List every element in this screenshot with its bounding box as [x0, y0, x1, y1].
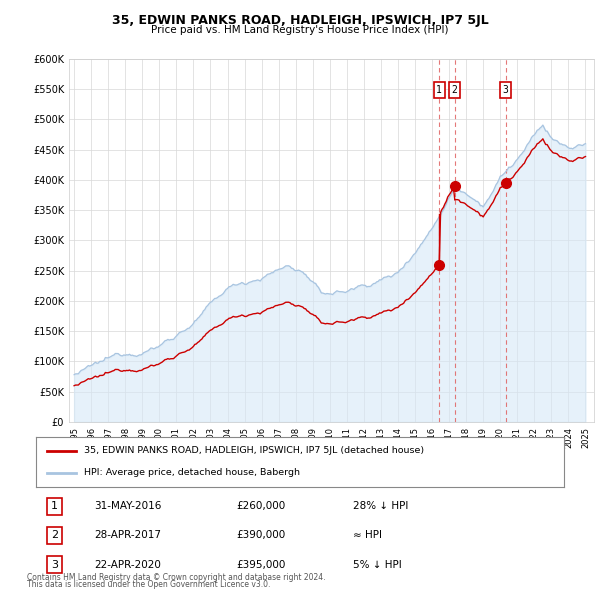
Text: This data is licensed under the Open Government Licence v3.0.: This data is licensed under the Open Gov… — [27, 580, 271, 589]
Text: £390,000: £390,000 — [236, 530, 286, 540]
Text: 31-MAY-2016: 31-MAY-2016 — [94, 501, 161, 511]
Text: 1: 1 — [51, 501, 58, 511]
Text: £260,000: £260,000 — [236, 501, 286, 511]
Text: 28-APR-2017: 28-APR-2017 — [94, 530, 161, 540]
Text: 5% ↓ HPI: 5% ↓ HPI — [353, 560, 401, 570]
Text: £395,000: £395,000 — [236, 560, 286, 570]
Text: 3: 3 — [51, 560, 58, 570]
Text: ≈ HPI: ≈ HPI — [353, 530, 382, 540]
Text: 3: 3 — [503, 85, 508, 95]
Text: 22-APR-2020: 22-APR-2020 — [94, 560, 161, 570]
Text: 2: 2 — [452, 85, 458, 95]
Text: 28% ↓ HPI: 28% ↓ HPI — [353, 501, 408, 511]
Text: HPI: Average price, detached house, Babergh: HPI: Average price, detached house, Babe… — [83, 468, 299, 477]
Text: 35, EDWIN PANKS ROAD, HADLEIGH, IPSWICH, IP7 5JL: 35, EDWIN PANKS ROAD, HADLEIGH, IPSWICH,… — [112, 14, 488, 27]
Text: 35, EDWIN PANKS ROAD, HADLEIGH, IPSWICH, IP7 5JL (detached house): 35, EDWIN PANKS ROAD, HADLEIGH, IPSWICH,… — [83, 446, 424, 455]
Text: Price paid vs. HM Land Registry's House Price Index (HPI): Price paid vs. HM Land Registry's House … — [151, 25, 449, 35]
Text: Contains HM Land Registry data © Crown copyright and database right 2024.: Contains HM Land Registry data © Crown c… — [27, 573, 325, 582]
Text: 1: 1 — [436, 85, 442, 95]
Text: 2: 2 — [51, 530, 58, 540]
